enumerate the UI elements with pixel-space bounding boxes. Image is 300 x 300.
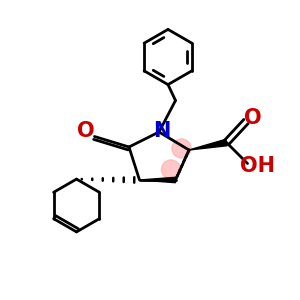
Text: O: O <box>244 109 261 128</box>
Text: OH: OH <box>240 156 274 176</box>
Circle shape <box>161 160 181 179</box>
Polygon shape <box>140 177 175 183</box>
Text: O: O <box>77 121 95 141</box>
Circle shape <box>172 139 191 158</box>
Polygon shape <box>189 139 227 150</box>
Text: N: N <box>153 121 170 140</box>
